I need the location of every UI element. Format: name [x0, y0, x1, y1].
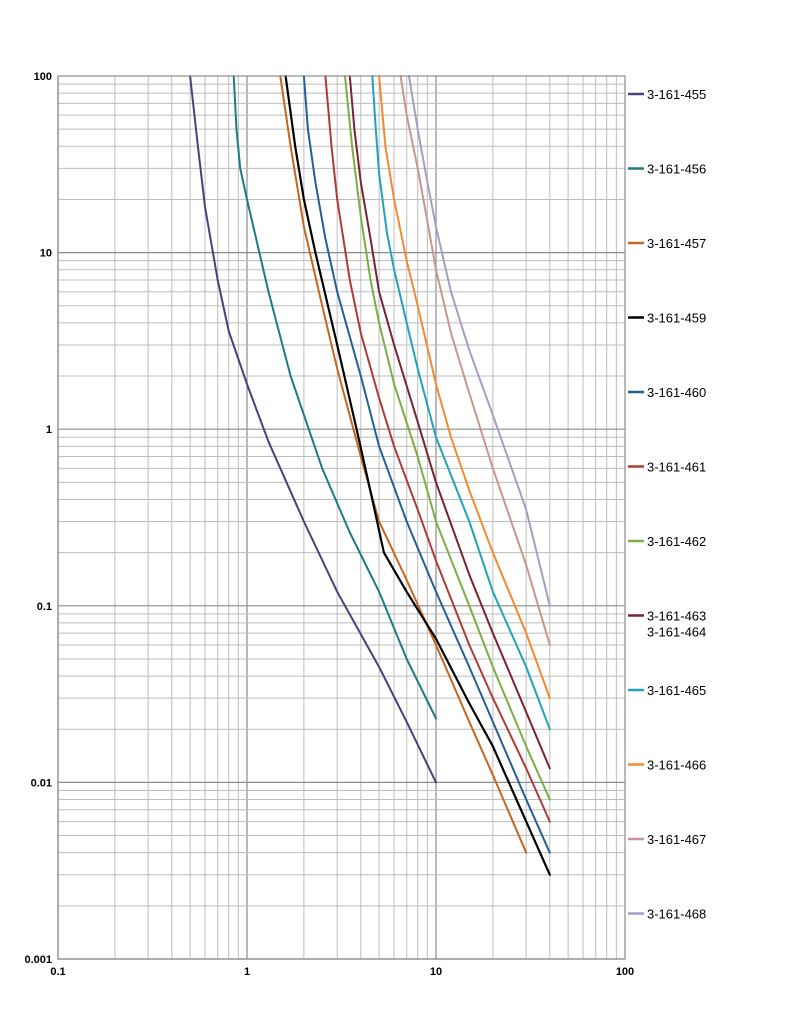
legend-label: 3-161-468: [647, 907, 706, 922]
series-line-3-161-461: [324, 75, 551, 823]
y-tick-label: 1: [46, 424, 52, 436]
legend-label: 3-161-456: [647, 162, 706, 177]
legend-item-3-161-468: 3-161-468: [628, 907, 706, 922]
legend-item-3-161-460: 3-161-460: [628, 385, 706, 400]
series-line-3-161-460: [302, 75, 551, 854]
y-tick-label: 0.1: [37, 601, 52, 613]
legend-label: 3-161-462: [647, 534, 706, 549]
legend-item-3-161-455: 3-161-455: [628, 87, 706, 102]
legend-item-3-161-462: 3-161-462: [628, 534, 706, 549]
axes: 0.1 1 10 100 0.001 0.01 0.1 1 10 100: [24, 71, 634, 978]
legend-item-3-161-466: 3-161-466: [628, 758, 706, 773]
x-tick-label: 100: [616, 966, 634, 978]
series-line-3-161-456: [232, 75, 437, 720]
legend-item-3-161-457: 3-161-457: [628, 236, 706, 251]
legend-label: 3-161-465: [647, 683, 706, 698]
series-line-3-161-462: [344, 75, 551, 801]
series-line-3-161-465: [371, 75, 551, 731]
legend-item-3-161-465: 3-161-465: [628, 683, 706, 698]
legend-item-3-161-456: 3-161-456: [628, 162, 706, 177]
legend-label: 3-161-467: [647, 832, 706, 847]
y-tick-label: 100: [34, 71, 52, 83]
series-line-3-161-463: [348, 75, 551, 770]
legend-item-3-161-467: 3-161-467: [628, 832, 706, 847]
legend: 3-161-455 3-161-456 3-161-457 3-161-459 3-16…: [628, 87, 706, 922]
series-lines: [189, 74, 551, 876]
y-tick-label: 10: [40, 248, 52, 260]
series-line-3-161-455: [189, 75, 437, 784]
x-tick-label: 10: [430, 966, 442, 978]
legend-sublabel: 3-161-464: [647, 625, 706, 640]
series-line-3-161-466: [378, 75, 551, 700]
legend-label: 3-161-457: [647, 236, 706, 251]
legend-label: 3-161-455: [647, 87, 706, 102]
x-tick-label: 0.1: [50, 966, 65, 978]
plot-frame: [57, 75, 626, 960]
y-tick-label: 0.001: [24, 954, 52, 966]
legend-item-3-161-459: 3-161-459: [628, 311, 706, 326]
legend-label: 3-161-460: [647, 385, 706, 400]
series-line-3-161-467: [399, 75, 551, 646]
series-line-3-161-459: [284, 74, 551, 876]
x-tick-label: 1: [244, 966, 250, 978]
y-tick-label: 0.01: [31, 777, 52, 789]
legend-item-3-161-461: 3-161-461: [628, 460, 706, 475]
grid: [57, 76, 625, 960]
legend-label: 3-161-461: [647, 460, 706, 475]
legend-label: 3-161-459: [647, 311, 706, 326]
legend-label: 3-161-466: [647, 758, 706, 773]
series-line-3-161-468: [408, 75, 551, 607]
legend-label: 3-161-463: [647, 609, 706, 624]
